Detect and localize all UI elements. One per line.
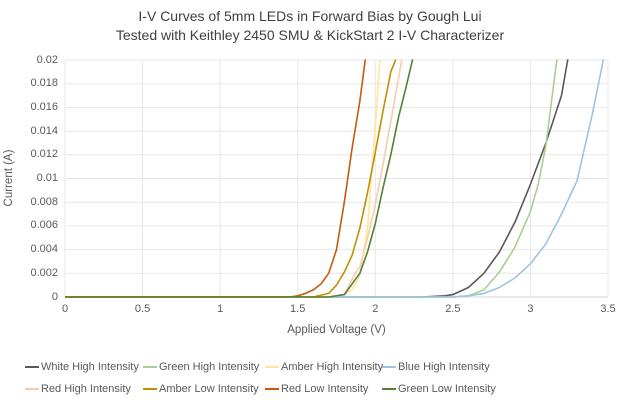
legend-label: Amber High Intensity (281, 361, 384, 373)
chart-title: I-V Curves of 5mm LEDs in Forward Bias b… (0, 7, 620, 45)
legend-line-swatch (265, 366, 279, 368)
legend-line-swatch (25, 388, 39, 390)
legend-line-swatch (143, 388, 157, 390)
legend-item-amber-high-intensity: Amber High Intensity (265, 361, 384, 373)
x-tick-label: 0.5 (134, 303, 151, 315)
y-tick-label: 0.018 (30, 77, 58, 90)
legend-item-amber-low-intensity: Amber Low Intensity (143, 383, 265, 395)
legend-line-swatch (143, 366, 157, 368)
series-line-amber-low-intensity (65, 59, 397, 298)
chart-title-line1: I-V Curves of 5mm LEDs in Forward Bias b… (138, 8, 482, 24)
y-tick-label: 0.02 (36, 53, 58, 66)
legend-label: Red High Intensity (41, 383, 131, 395)
x-axis-title: Applied Voltage (V) (287, 324, 386, 336)
series-line-red-low-intensity (65, 59, 367, 298)
legend-label: Green Low Intensity (398, 383, 496, 395)
y-tick-label: 0.002 (30, 266, 58, 279)
legend-item-green-low-intensity: Green Low Intensity (382, 383, 496, 395)
y-tick-label: 0.008 (30, 195, 58, 208)
legend-label: Green High Intensity (159, 361, 260, 373)
x-tick-label: 1.5 (290, 303, 306, 315)
legend-item-green-high-intensity: Green High Intensity (143, 361, 265, 373)
legend-label: Amber Low Intensity (159, 383, 259, 395)
series-line-white-high-intensity (65, 59, 569, 298)
y-tick-label: 0.014 (30, 124, 58, 137)
y-tick-label: 0.012 (30, 148, 58, 161)
chart-title-line2: Tested with Keithley 2450 SMU & KickStar… (115, 27, 505, 43)
x-tick-label: 0 (61, 303, 69, 315)
series-line-blue-high-intensity (65, 59, 605, 298)
y-tick-label: 0.006 (30, 219, 58, 232)
legend-label: Blue High Intensity (398, 361, 490, 373)
y-tick-label: 0.016 (30, 100, 58, 113)
x-tick-label: 3 (527, 303, 534, 315)
x-tick-label: 1 (217, 303, 224, 315)
y-tick-label: 0.004 (30, 243, 58, 256)
legend-label: Red Low Intensity (281, 383, 369, 395)
legend-item-red-low-intensity: Red Low Intensity (265, 383, 382, 395)
legend-line-swatch (265, 388, 279, 390)
x-tick-label: 2 (372, 303, 379, 315)
x-tick-label: 2.5 (445, 303, 461, 315)
y-axis-title: Current (A) (3, 149, 15, 207)
legend-label: White High Intensity (41, 361, 139, 373)
legend-item-blue-high-intensity: Blue High Intensity (382, 361, 496, 373)
legend-line-swatch (382, 388, 396, 390)
legend-item-white-high-intensity: White High Intensity (25, 361, 143, 373)
x-tick-label: 3.5 (600, 303, 616, 315)
y-tick-label: 0.01 (36, 172, 58, 184)
legend-line-swatch (25, 366, 39, 368)
series-line-green-low-intensity (65, 59, 414, 298)
legend-item-red-high-intensity: Red High Intensity (25, 383, 143, 395)
legend: White High Intensity Green High Intensity… (25, 356, 496, 400)
legend-line-swatch (382, 366, 396, 368)
y-tick-label: 0 (51, 290, 58, 303)
